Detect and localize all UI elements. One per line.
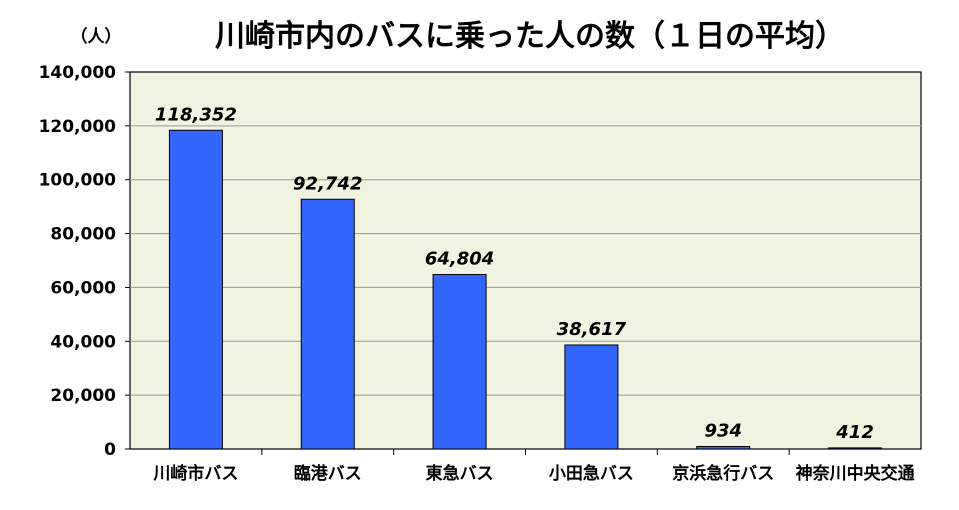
bar — [168, 129, 223, 450]
data-label: 92,742 — [293, 173, 362, 194]
bar — [564, 344, 619, 450]
y-tick-label: 20,000 — [50, 386, 116, 406]
plot-area — [129, 71, 922, 450]
x-tick-label: 神奈川中央交通 — [796, 463, 915, 484]
data-labels: 118,352 92,742 64,804 38,617 934 412 — [155, 104, 874, 443]
x-tick-label: 東急バス — [426, 463, 494, 484]
y-tick-label: 40,000 — [50, 332, 116, 352]
bar — [432, 273, 487, 450]
y-tick-label: 120,000 — [39, 117, 117, 137]
y-axis-ticks: 0 20,000 40,000 60,000 80,000 100,000 120,000 1… — [39, 63, 130, 460]
bar — [696, 445, 751, 450]
x-tick-label: 小田急バス — [549, 463, 634, 484]
bar — [828, 447, 883, 450]
y-tick-label: 140,000 — [39, 63, 117, 83]
data-label: 38,617 — [557, 319, 627, 340]
bar — [300, 198, 355, 450]
data-label: 118,352 — [155, 104, 237, 125]
data-label: 934 — [704, 420, 742, 441]
y-tick-label: 0 — [104, 440, 116, 460]
y-tick-label: 80,000 — [50, 225, 116, 245]
data-label: 412 — [835, 422, 874, 443]
y-tick-label: 60,000 — [50, 278, 116, 298]
x-tick-label: 京浜急行バス — [672, 463, 774, 484]
y-axis-unit-label: （人） — [71, 26, 122, 47]
x-tick-label: 川崎市バス — [152, 463, 238, 484]
bars — [168, 129, 883, 450]
chart-title: 川崎市内のバスに乗った人の数（１日の平均） — [215, 19, 845, 54]
data-label: 64,804 — [425, 248, 494, 269]
gridlines — [130, 125, 921, 396]
x-axis-labels: 川崎市バス 臨港バス 東急バス 小田急バス 京浜急行バス 神奈川中央交通 — [152, 449, 915, 484]
y-tick-label: 100,000 — [39, 171, 117, 191]
x-tick-label: 臨港バス — [294, 463, 362, 484]
